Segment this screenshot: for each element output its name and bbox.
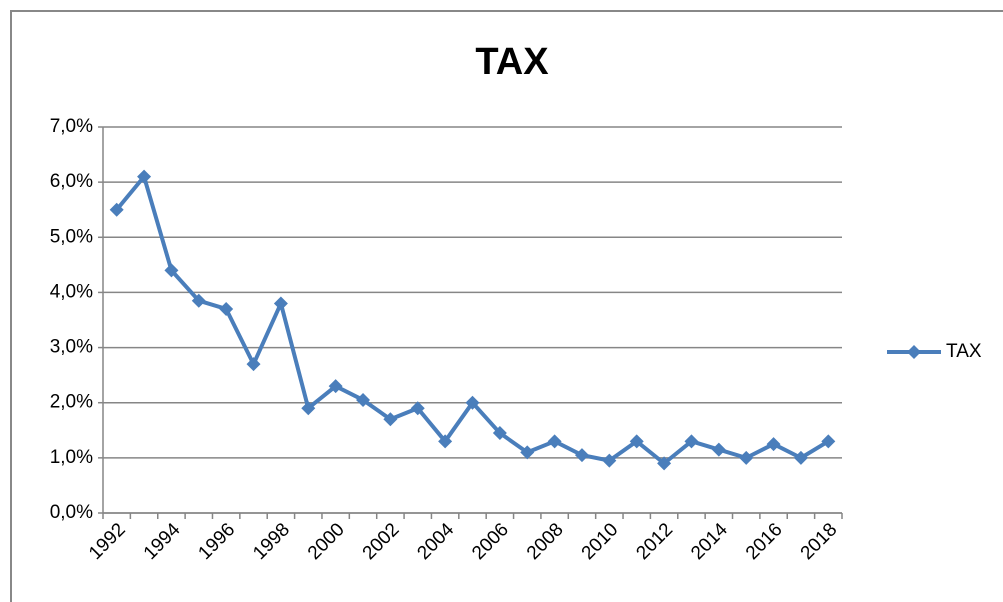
chart-frame [10, 10, 1003, 602]
point-marker [438, 434, 453, 449]
y-tick-label: 0,0% [50, 502, 93, 523]
y-tick-label: 2,0% [50, 392, 93, 413]
legend-marker [907, 345, 921, 359]
point-marker [328, 379, 343, 394]
point-marker [684, 434, 699, 449]
point-marker [246, 357, 261, 372]
point-marker [520, 445, 535, 460]
point-marker [547, 434, 562, 449]
point-marker [219, 301, 234, 316]
y-tick-label: 5,0% [50, 226, 93, 247]
y-tick-label: 1,0% [50, 447, 93, 468]
y-tick-label: 7,0% [50, 116, 93, 137]
y-tick-label: 3,0% [50, 337, 93, 358]
point-marker [137, 169, 152, 184]
point-marker [383, 412, 398, 427]
point-marker [657, 456, 672, 471]
legend-label: TAX [946, 341, 982, 362]
point-marker [574, 448, 589, 463]
y-tick-label: 6,0% [50, 171, 93, 192]
point-marker [821, 434, 836, 449]
point-marker [793, 450, 808, 465]
point-marker [739, 450, 754, 465]
point-marker [629, 434, 644, 449]
point-marker [273, 296, 288, 311]
point-marker [191, 293, 206, 308]
point-marker [492, 426, 507, 441]
y-tick-label: 4,0% [50, 281, 93, 302]
chart-title: TAX [475, 41, 549, 83]
point-marker [766, 437, 781, 452]
point-marker [410, 401, 425, 416]
point-marker [109, 202, 124, 217]
point-marker [465, 395, 480, 410]
point-marker [711, 442, 726, 457]
point-marker [602, 453, 617, 468]
point-marker [301, 401, 316, 416]
point-marker [164, 263, 179, 278]
point-marker [356, 392, 371, 407]
